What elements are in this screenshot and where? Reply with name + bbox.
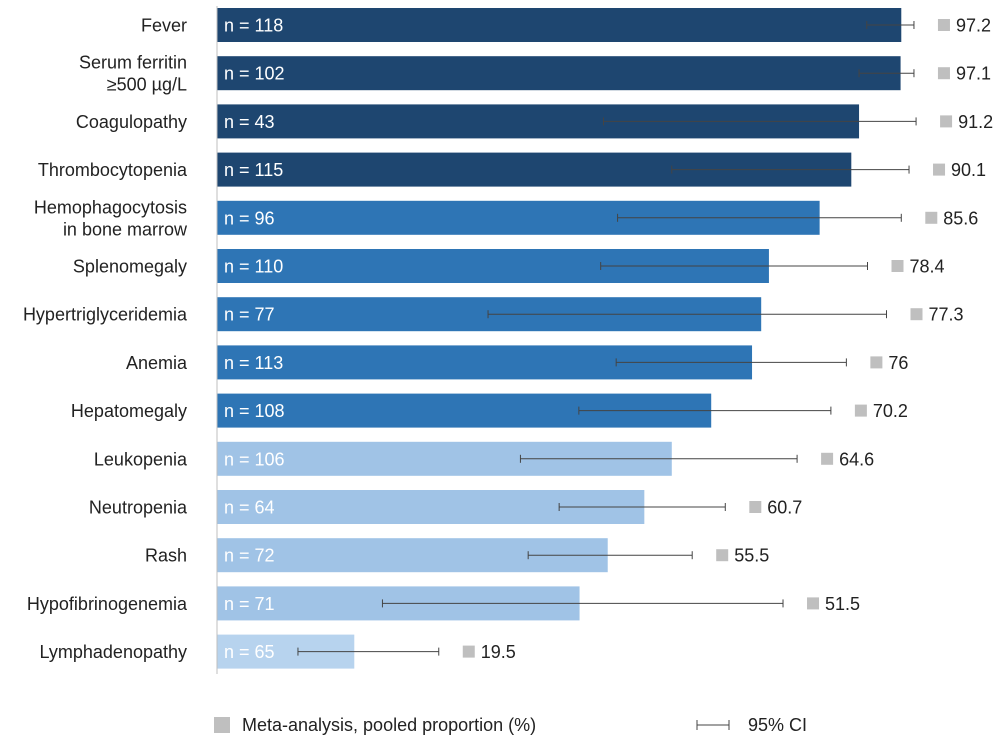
- value-label: 97.2: [956, 16, 991, 36]
- pooled-marker: [854, 404, 867, 417]
- legend-ci-label: 95% CI: [748, 715, 807, 735]
- value-label: 97.1: [956, 64, 991, 84]
- pooled-marker: [910, 308, 923, 321]
- n-label: n = 118: [224, 16, 283, 36]
- bar: [217, 56, 901, 91]
- value-label: 85.6: [943, 208, 978, 228]
- legend-pooled-label: Meta-analysis, pooled proportion (%): [242, 715, 536, 735]
- pooled-marker: [940, 115, 953, 128]
- category-label: Hypofibrinogenemia: [27, 594, 188, 614]
- value-label: 70.2: [873, 401, 908, 421]
- pooled-marker: [937, 19, 950, 31]
- category-label: Hemophagocytosis: [34, 197, 187, 217]
- legend: Meta-analysis, pooled proportion (%) 95%…: [214, 715, 807, 735]
- bar: [217, 8, 902, 42]
- value-label: 55.5: [734, 546, 769, 566]
- pooled-marker: [937, 67, 950, 80]
- category-label: Splenomegaly: [73, 257, 187, 277]
- n-label: n = 96: [224, 208, 275, 228]
- category-label: Leukopenia: [94, 449, 188, 469]
- category-label: Anemia: [126, 353, 188, 373]
- category-label: Coagulopathy: [76, 112, 187, 132]
- bars-layer: [217, 8, 953, 669]
- ci-whisker: [381, 599, 784, 608]
- n-label: n = 110: [224, 257, 283, 277]
- n-label: n = 113: [224, 353, 283, 373]
- pooled-marker: [821, 452, 834, 465]
- n-label: n = 43: [224, 112, 275, 132]
- ci-whisker: [602, 117, 917, 126]
- category-label: Thrombocytopenia: [38, 160, 188, 180]
- pooled-marker: [462, 645, 475, 658]
- category-label: Rash: [145, 546, 187, 566]
- ci-whisker: [487, 310, 888, 319]
- ci-whisker: [297, 647, 440, 656]
- pooled-marker: [807, 597, 820, 610]
- n-label: n = 106: [224, 449, 285, 469]
- pooled-marker: [716, 549, 729, 562]
- value-label: 64.6: [839, 449, 874, 469]
- ci-whisker: [519, 454, 798, 463]
- category-label: in bone marrow: [63, 219, 188, 239]
- n-label: n = 77: [224, 305, 275, 325]
- value-label: 51.5: [825, 594, 860, 614]
- value-label: 78.4: [909, 257, 944, 277]
- legend-ci-marker: [696, 720, 730, 730]
- value-label: 91.2: [958, 112, 993, 132]
- legend-pooled-marker: [214, 717, 230, 733]
- ci-whisker: [600, 262, 868, 270]
- category-label: ≥500 µg/L: [107, 75, 187, 95]
- ci-whisker: [671, 165, 910, 174]
- ci-whisker: [558, 503, 726, 511]
- category-label: Neutropenia: [89, 498, 188, 518]
- ci-whisker: [527, 551, 693, 560]
- value-label: 90.1: [951, 160, 986, 180]
- labels-layer: 97.2 n = 118 Fever 97.1 n = 102 Serum ferriti…: [23, 16, 993, 663]
- ci-whisker: [866, 21, 915, 29]
- n-label: n = 102: [224, 64, 285, 84]
- category-label: Fever: [141, 16, 187, 36]
- ci-whisker: [617, 213, 902, 222]
- value-label: 60.7: [767, 498, 802, 518]
- n-label: n = 108: [224, 401, 285, 421]
- value-label: 19.5: [481, 642, 516, 662]
- n-label: n = 72: [224, 546, 275, 566]
- pooled-marker: [925, 211, 938, 224]
- category-label: Hepatomegaly: [71, 401, 187, 421]
- n-label: n = 65: [224, 642, 275, 662]
- ci-whisker: [615, 358, 847, 367]
- n-label: n = 71: [224, 594, 275, 614]
- category-label: Lymphadenopathy: [40, 642, 187, 662]
- value-label: 76: [888, 353, 908, 373]
- pooled-marker: [749, 501, 762, 513]
- ci-whisker: [578, 406, 832, 415]
- ci-whisker: [858, 69, 915, 78]
- pooled-marker: [933, 163, 946, 176]
- pooled-marker: [870, 356, 883, 369]
- category-label: Hypertriglyceridemia: [23, 305, 188, 325]
- category-label: Serum ferritin: [79, 53, 187, 73]
- n-label: n = 115: [224, 160, 283, 180]
- n-label: n = 64: [224, 498, 275, 518]
- pooled-marker: [891, 260, 904, 272]
- value-label: 77.3: [929, 305, 964, 325]
